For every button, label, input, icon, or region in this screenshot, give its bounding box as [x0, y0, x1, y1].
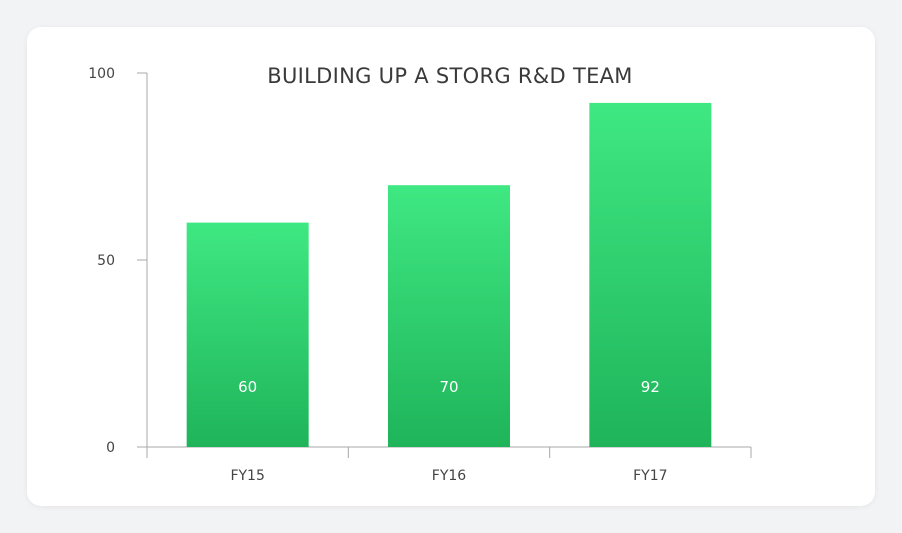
data-label-fy16: 70: [439, 378, 458, 396]
y-tick-label: 100: [88, 66, 115, 82]
data-label-fy17: 92: [641, 378, 660, 396]
y-tick-label: 0: [106, 440, 115, 456]
data-labels: 60 70 92: [238, 378, 660, 396]
data-label-fy15: 60: [238, 378, 257, 396]
x-tick-label: FY15: [230, 468, 264, 484]
bar-fy15: [186, 222, 309, 447]
bar-fy16: [388, 185, 510, 447]
y-axis-ticks: 0 50 100: [88, 66, 147, 456]
x-tick-label: FY16: [432, 468, 467, 484]
chart-title: BUILDING UP A STORG R&D TEAM: [267, 64, 632, 88]
bar-fy17: [589, 102, 712, 448]
bars: [186, 102, 712, 448]
x-tick-label: FY17: [633, 468, 667, 484]
y-tick-label: 50: [97, 253, 115, 269]
x-axis-ticks: FY15 FY16 FY17: [146, 447, 752, 484]
